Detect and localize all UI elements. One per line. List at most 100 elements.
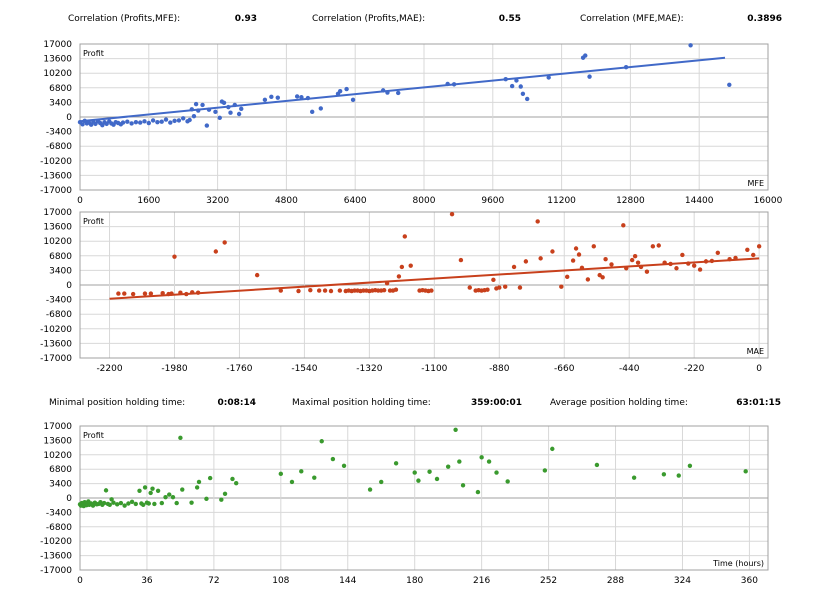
data-point	[485, 287, 490, 292]
data-point	[239, 106, 244, 112]
data-point	[152, 501, 157, 507]
max-holding-time-label: Maximal position holding time:	[292, 398, 431, 408]
data-point	[402, 234, 408, 239]
data-point	[172, 118, 177, 124]
y-tick-label: -3400	[46, 296, 72, 306]
data-point	[142, 291, 148, 296]
x-axis-label: MAE	[747, 347, 764, 356]
data-point	[727, 82, 732, 87]
data-point	[318, 106, 323, 111]
data-point	[434, 476, 440, 482]
data-point	[661, 472, 667, 477]
data-point	[662, 260, 667, 265]
data-point	[491, 277, 496, 283]
y-tick-label: 0	[66, 494, 72, 504]
x-tick-label: 72	[208, 576, 219, 586]
y-tick-label: 0	[66, 113, 72, 123]
data-point	[687, 463, 693, 469]
x-tick-label: -1980	[161, 364, 187, 374]
data-point	[232, 102, 237, 108]
data-point	[445, 81, 450, 87]
data-point	[133, 501, 138, 507]
data-point	[137, 488, 142, 493]
x-tick-label: 6400	[344, 196, 367, 206]
data-point	[130, 291, 136, 297]
data-point	[129, 121, 134, 126]
data-point	[219, 497, 224, 502]
data-point	[644, 269, 650, 274]
y-tick-label: -6800	[46, 523, 72, 533]
data-point	[603, 257, 608, 262]
data-point	[167, 492, 172, 497]
data-point	[520, 91, 526, 97]
data-point	[511, 264, 517, 270]
data-point	[126, 501, 131, 506]
data-point	[148, 490, 153, 496]
data-point	[204, 496, 209, 502]
data-point	[337, 89, 343, 94]
data-point	[142, 119, 147, 124]
y-tick-label: 13600	[43, 223, 72, 233]
y-tick-label: -10200	[40, 325, 72, 335]
x-tick-label: -440	[619, 364, 640, 374]
data-point	[573, 246, 579, 251]
data-point	[656, 243, 661, 248]
x-tick-label: 360	[741, 576, 758, 586]
x-tick-label: 3200	[206, 196, 229, 206]
y-tick-label: 17000	[43, 208, 72, 218]
data-point	[632, 254, 638, 259]
data-point	[296, 288, 301, 294]
data-point	[206, 107, 212, 112]
data-point	[587, 74, 592, 79]
y-tick-label: -10200	[40, 157, 72, 167]
data-point	[525, 96, 530, 102]
data-point	[190, 290, 195, 295]
corr-mfe-mae-label: Correlation (MFE,MAE):	[580, 14, 684, 24]
data-point	[445, 464, 451, 469]
y-axis-label: Profit	[83, 431, 104, 440]
data-point	[600, 275, 605, 280]
data-point	[125, 119, 130, 124]
data-point	[350, 97, 356, 103]
corr-profits-mfe-value: 0.93	[234, 14, 257, 24]
data-point	[122, 291, 127, 296]
data-point	[594, 462, 600, 468]
x-tick-label: -660	[554, 364, 575, 374]
data-point	[621, 223, 626, 228]
data-point	[184, 291, 189, 297]
data-point	[230, 476, 235, 482]
x-tick-label: 0	[77, 576, 83, 586]
x-tick-label: 216	[473, 576, 490, 586]
data-point	[178, 435, 183, 441]
data-point	[278, 288, 283, 293]
data-point	[138, 120, 143, 125]
y-tick-label: 13600	[43, 436, 72, 446]
data-point	[494, 470, 499, 475]
x-tick-label: 8000	[413, 196, 436, 206]
data-point	[146, 501, 151, 506]
plot-frame	[79, 211, 769, 359]
min-holding-time-label: Minimal position holding time:	[49, 398, 186, 408]
data-point	[503, 284, 508, 289]
x-tick-label: 108	[272, 576, 289, 586]
data-point	[111, 500, 116, 505]
avg-holding-time-value: 63:01:15	[736, 398, 781, 408]
data-point	[319, 439, 324, 444]
y-tick-label: -13600	[40, 171, 72, 181]
data-point	[674, 266, 679, 271]
y-tick-label: -17000	[40, 566, 72, 576]
data-point	[396, 90, 401, 96]
data-point	[103, 488, 109, 493]
data-point	[535, 219, 540, 224]
data-point	[609, 262, 614, 267]
x-axis-label: MFE	[747, 179, 764, 188]
data-point	[745, 247, 750, 252]
data-point	[550, 446, 555, 452]
data-point	[133, 119, 139, 125]
data-point	[316, 288, 322, 293]
data-point	[458, 257, 464, 263]
data-point	[579, 265, 585, 271]
y-tick-label: 6800	[49, 465, 72, 475]
x-tick-label: 11200	[547, 196, 576, 206]
data-point	[150, 486, 155, 491]
